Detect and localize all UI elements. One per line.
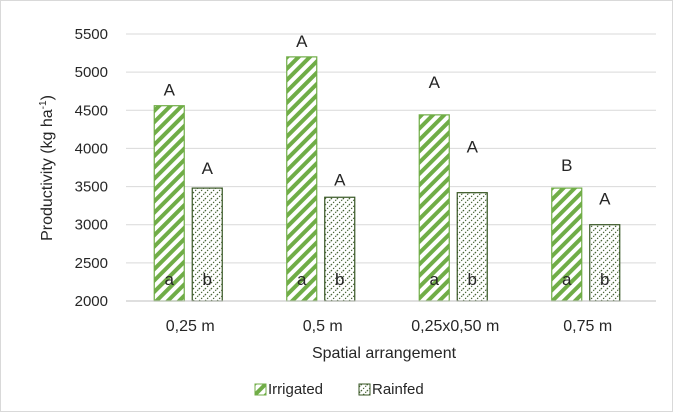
significance-letter-base: a [165, 270, 175, 289]
significance-letter-base: a [297, 270, 307, 289]
legend-swatch-irrigated [254, 383, 267, 396]
significance-letter-base: a [430, 270, 440, 289]
significance-letter-base: a [562, 270, 572, 289]
y-tick-label: 4500 [75, 102, 108, 119]
y-tick-label: 5500 [75, 26, 108, 43]
y-axis-title-superscript: -1 [38, 100, 49, 109]
legend-swatch-rainfed [358, 383, 371, 396]
bar-rainfed [589, 224, 621, 302]
y-tick-label: 5000 [75, 64, 108, 81]
bars [153, 56, 621, 302]
legend-label-rainfed: Rainfed [372, 381, 424, 398]
significance-letter-top: B [561, 156, 572, 175]
x-axis-ticks: 0,25 m 0,5 m 0,25x0,50 m 0,75 m [166, 318, 612, 335]
bar-rainfed [191, 187, 223, 302]
significance-letter-top: A [599, 190, 611, 209]
significance-letter-base: b [335, 270, 344, 289]
y-axis-title-main: Productivity (kg ha [39, 109, 56, 241]
legend-item-irrigated: Irrigated [254, 381, 323, 398]
bar-irrigated [551, 187, 583, 302]
x-axis-title: Spatial arrangement [312, 345, 457, 362]
bar-rainfed [456, 192, 488, 302]
bar-rainfed [324, 196, 356, 302]
significance-letter-base: b [468, 270, 477, 289]
y-tick-label: 2500 [75, 255, 108, 272]
significance-letter-top: A [429, 73, 441, 92]
x-tick-label: 0,75 m [563, 318, 612, 335]
y-axis-title-close: ) [39, 95, 56, 100]
significance-letter-top: A [467, 138, 479, 157]
significance-letter-base: b [203, 270, 212, 289]
significance-letter-top: A [202, 159, 214, 178]
x-tick-label: 0,25x0,50 m [411, 318, 499, 335]
legend: Irrigated Rainfed [254, 381, 424, 398]
x-tick-label: 0,5 m [303, 318, 343, 335]
x-tick-label: 0,25 m [166, 318, 215, 335]
significance-letters: Aa Ab Aa Ab Aa Ab Ba Ab [164, 32, 612, 289]
y-axis-ticks: 2000 2500 3000 3500 4000 4500 5000 5500 [75, 26, 108, 310]
y-tick-label: 2000 [75, 293, 108, 310]
legend-item-rainfed: Rainfed [358, 381, 424, 398]
significance-letter-top: A [334, 170, 346, 189]
legend-label-irrigated: Irrigated [268, 381, 323, 398]
y-axis-title: Productivity (kg ha-1) [38, 95, 56, 241]
y-tick-label: 3500 [75, 179, 108, 196]
significance-letter-base: b [600, 270, 609, 289]
significance-letter-top: A [164, 81, 176, 100]
y-tick-label: 3000 [75, 217, 108, 234]
bar-irrigated [286, 56, 318, 302]
y-tick-label: 4000 [75, 140, 108, 157]
significance-letter-top: A [296, 32, 308, 51]
bar-irrigated [418, 114, 450, 302]
